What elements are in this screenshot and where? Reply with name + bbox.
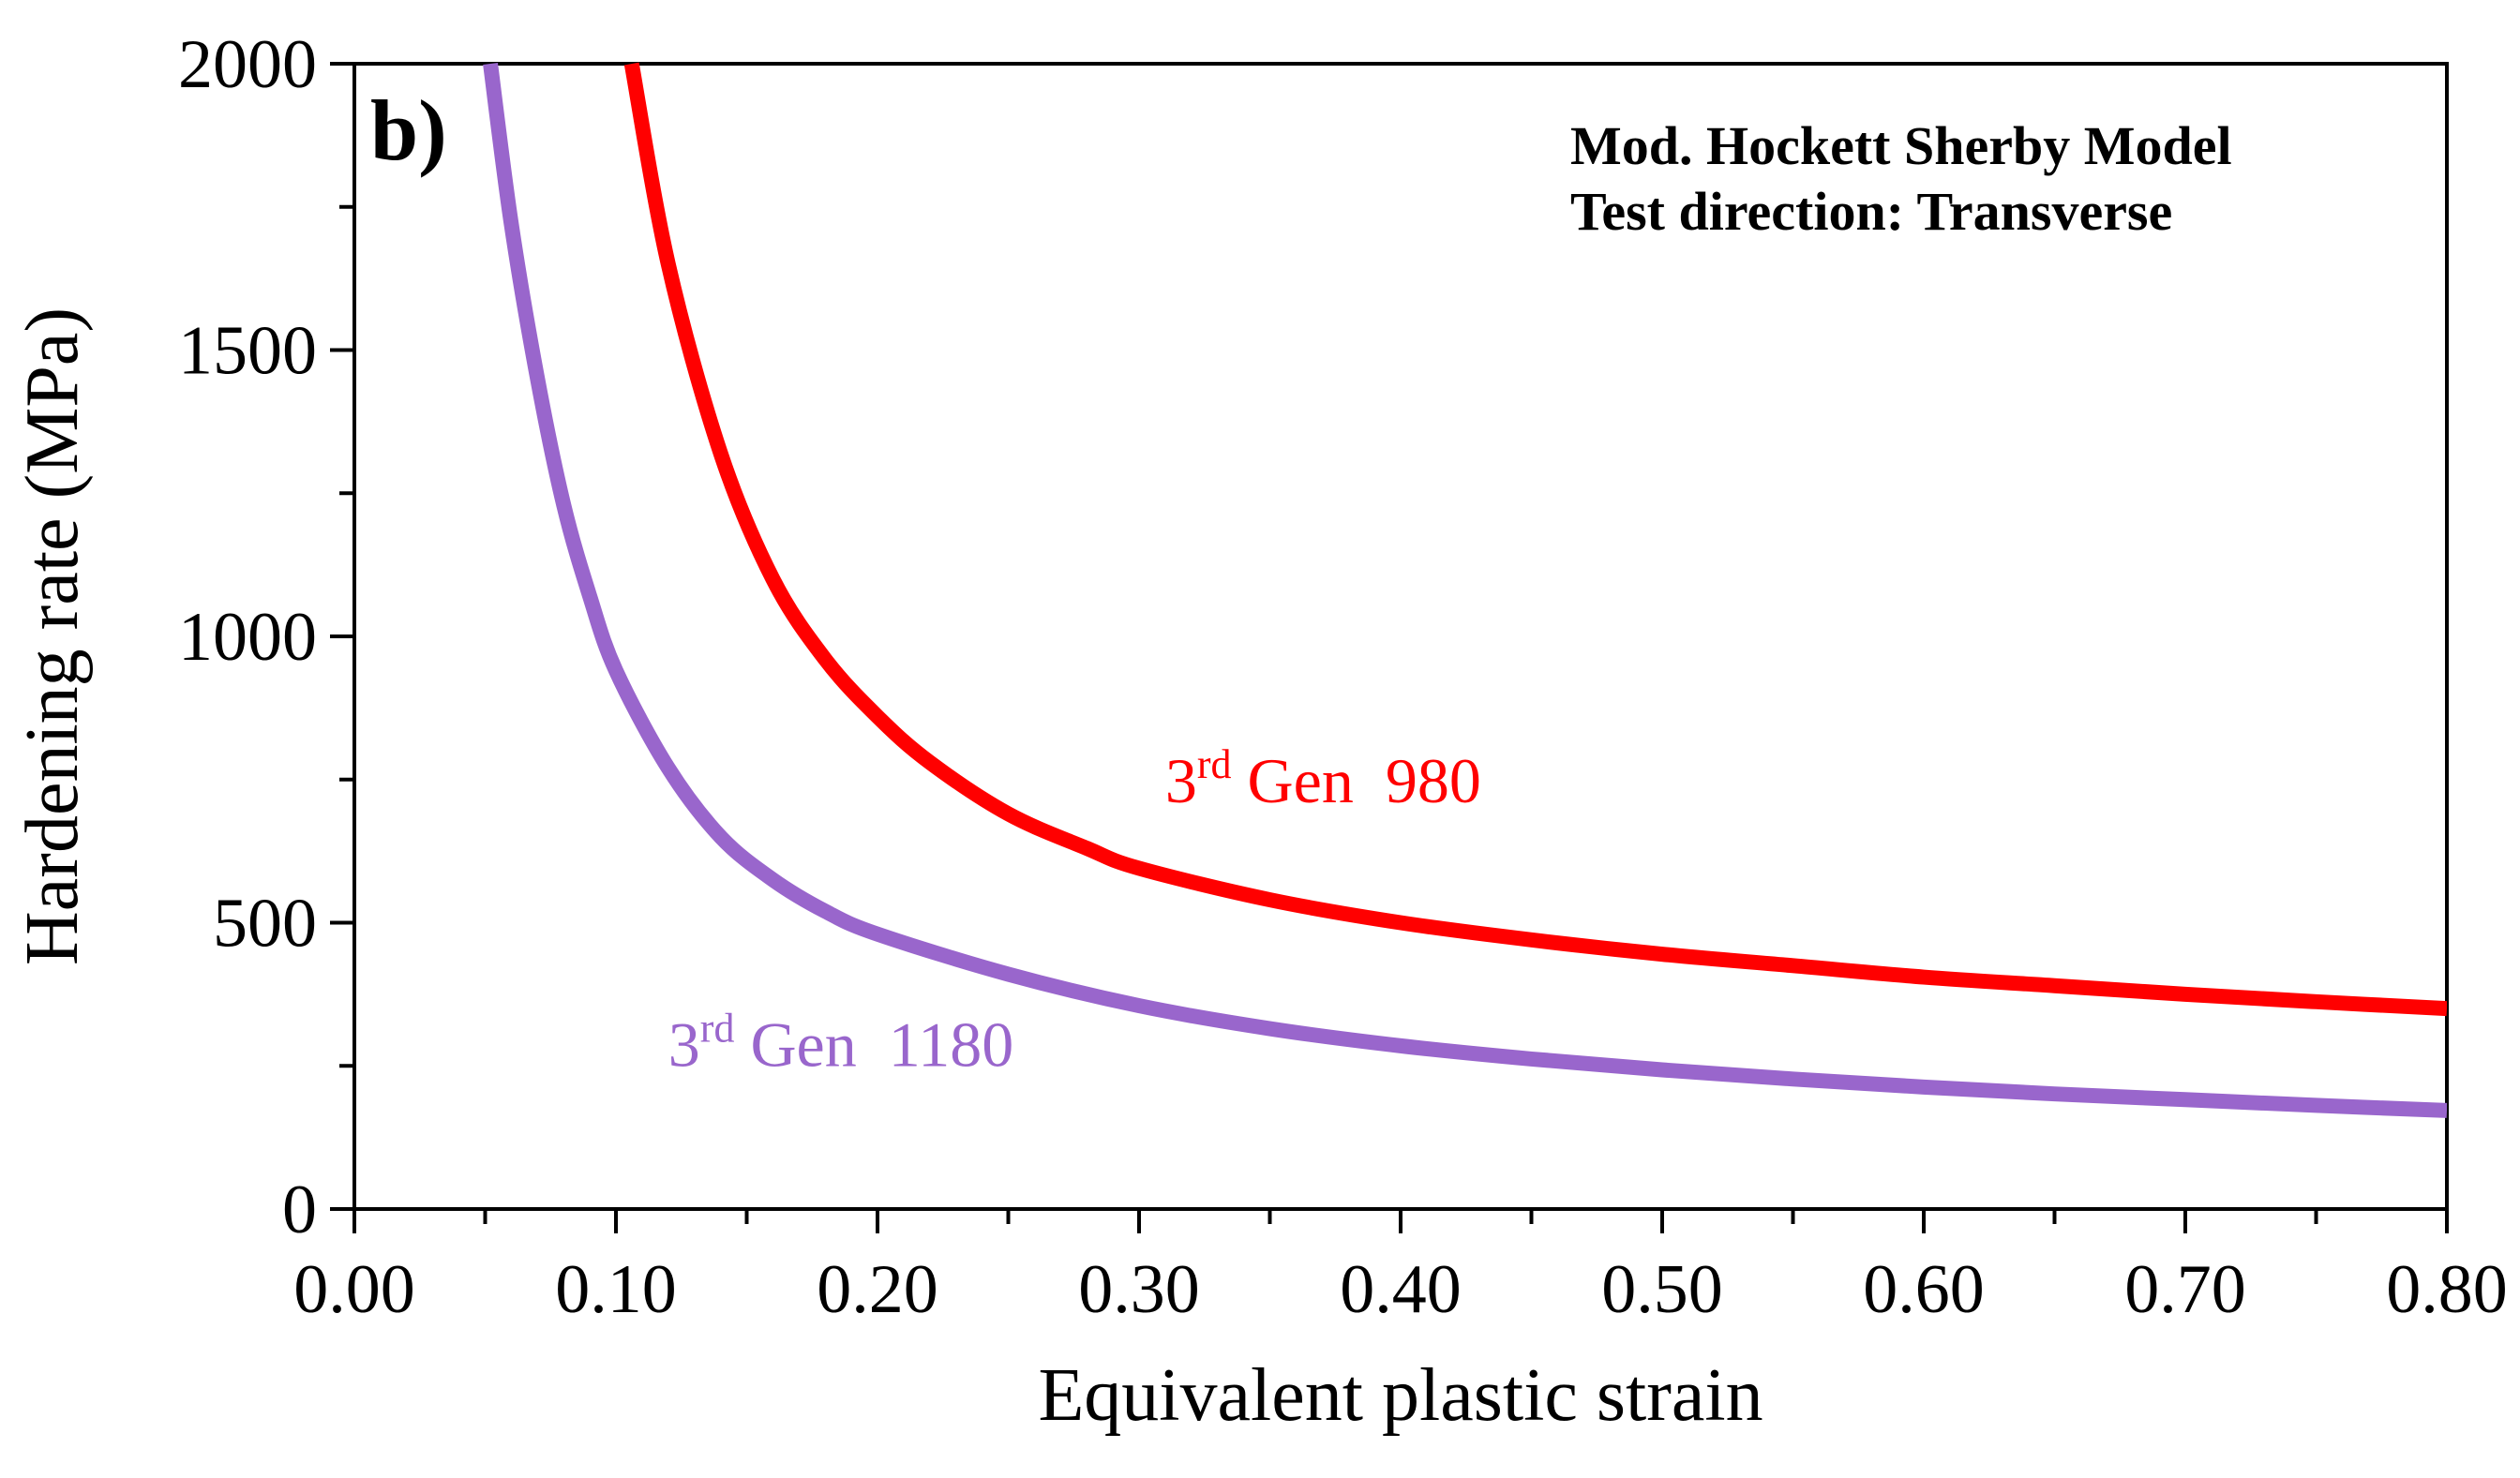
x-tick-label: 0.10 — [555, 1251, 677, 1328]
x-tick-label: 0.60 — [1863, 1251, 1985, 1328]
y-tick-label: 0 — [282, 1172, 317, 1248]
series-labels: 3rd Gen 980 3rd Gen 1180 — [668, 741, 1481, 1080]
series-line-gen3-1180 — [483, 62, 2447, 1118]
model-annotation: Mod. Hockett Sherby Model — [1570, 115, 2232, 176]
x-tick-label: 0.00 — [293, 1251, 415, 1328]
series-layer — [483, 62, 2447, 1118]
y-tick-label: 2000 — [178, 26, 317, 103]
panel-label: b) — [370, 82, 447, 178]
x-tick-label: 0.70 — [2124, 1251, 2246, 1328]
series-label-gen3-1180: 3rd Gen 1180 — [668, 1005, 1013, 1080]
x-tick-label: 0.80 — [2386, 1251, 2508, 1328]
x-axis-tick-labels: 0.00 0.10 0.20 0.30 0.40 0.50 0.60 0.70 0.80 — [293, 1251, 2508, 1328]
x-tick-label: 0.20 — [817, 1251, 938, 1328]
y-tick-label: 1500 — [178, 313, 317, 390]
y-axis-ticks — [330, 62, 354, 1211]
x-axis-title: Equivalent plastic strain — [1038, 1354, 1762, 1437]
x-tick-label: 0.50 — [1601, 1251, 1723, 1328]
y-tick-label: 500 — [213, 886, 317, 963]
x-axis-ticks — [352, 1209, 2449, 1233]
y-axis-tick-labels: 0 500 1000 1500 2000 — [178, 26, 317, 1248]
y-tick-label: 1000 — [178, 599, 317, 676]
test-direction-annotation: Test direction: Transverse — [1570, 181, 2172, 242]
series-label-gen3-980: 3rd Gen 980 — [1165, 741, 1481, 816]
series-line-gen3-980 — [623, 62, 2447, 1017]
x-tick-label: 0.40 — [1340, 1251, 1462, 1328]
y-axis-title: Hardening rate (MPa) — [11, 307, 94, 965]
x-tick-label: 0.30 — [1078, 1251, 1200, 1328]
